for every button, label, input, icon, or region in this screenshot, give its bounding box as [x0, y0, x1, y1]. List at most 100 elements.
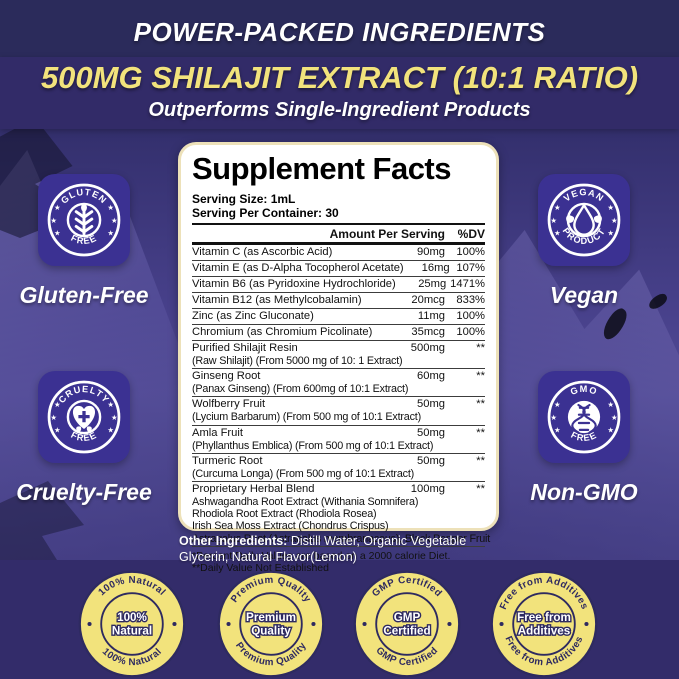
- ingredient-amount: 100mg: [410, 483, 445, 496]
- svg-text:★: ★: [554, 400, 561, 409]
- ingredient-dv: 100%: [456, 326, 485, 338]
- row-detail-line: Ashwagandha Root Extract (Withania Somni…: [192, 496, 419, 509]
- ingredient-name: Wolfberry Fruit: [192, 398, 266, 411]
- badge-emblem: CRUELTY FREE ★★★ ★★★: [47, 380, 121, 454]
- badge-emblem: GMO FREE ★★★ ★★★: [547, 380, 621, 454]
- other-ingredients-text: Distill Water, Organic Vegetable Glyceri…: [179, 534, 467, 564]
- svg-text:★: ★: [54, 229, 61, 238]
- table-row: Zinc (as Zinc Gluconate) 11mg 100%: [192, 309, 485, 325]
- row-detail-line: (Lycium Barbarum) (From 500 mg of 10:1 E…: [192, 411, 422, 424]
- svg-text:★: ★: [111, 216, 118, 225]
- ingredient-dv: 100%: [456, 310, 485, 322]
- ingredient-amount: 50mg: [417, 454, 445, 467]
- headline-text: 500MG SHILAJIT EXTRACT (10:1 RATIO): [40, 60, 639, 95]
- badge-emblem: GLUTEN FREE ★★★ ★★★: [47, 183, 121, 257]
- ingredient-dv: **: [476, 342, 485, 354]
- footnote-not-established: **Daily Value Not Established: [192, 562, 329, 575]
- column-dv: %DV: [457, 227, 485, 241]
- supplement-facts-panel: Supplement Facts Serving Size: 1mL Servi…: [178, 142, 499, 574]
- star-icons: ★ ★ ★ ★ ★ ★: [50, 203, 118, 238]
- ingredient-amount: 25mg: [418, 278, 447, 290]
- svg-text:★: ★: [50, 216, 57, 225]
- table-row: Proprietary Herbal Blend 100mg ** Ashwag…: [192, 482, 491, 547]
- ingredient-dv: 100%: [456, 246, 485, 258]
- table-row: Vitamin E (as D-Alpha Tocopherol Acetate…: [192, 261, 485, 277]
- svg-text:★: ★: [107, 426, 114, 435]
- svg-text:★: ★: [607, 426, 614, 435]
- seal-center-text: 100%: [117, 611, 147, 624]
- svg-text:FREE: FREE: [69, 430, 98, 443]
- ingredient-amount: 20mcg: [411, 294, 445, 306]
- badge-non-gmo: GMO FREE ★ ★ ★ ★ ★ ★ Non-GMO: [500, 371, 668, 506]
- row-detail-line: (Phyllanthus Emblica) (From 500 mg of 10…: [192, 439, 434, 452]
- seed-decoration: [598, 305, 632, 343]
- svg-text:★: ★: [107, 400, 114, 409]
- seal-premium-quality: Premium Quality Premium Quality Premium Q…: [215, 568, 327, 679]
- table-row: Purified Shilajit Resin 500mg ** (Raw Sh…: [192, 341, 485, 370]
- ingredient-details: (Curcuma Longa) (From 500 mg of 10:1 Ext…: [192, 468, 485, 480]
- svg-text:★: ★: [554, 229, 561, 238]
- table-row: Vitamin B6 (as Pyridoxine Hydrochloride)…: [192, 277, 485, 293]
- row-detail-line: (Raw Shilajit) (From 5000 mg of 10: 1 Ex…: [192, 355, 403, 367]
- svg-text:★: ★: [54, 400, 61, 409]
- heart-icon: [66, 399, 102, 435]
- star-icons: ★ ★ ★ ★ ★ ★: [50, 400, 118, 435]
- seal-emblem: 100% Natural 100% Natural 100%Natural: [78, 570, 186, 678]
- svg-text:★: ★: [554, 426, 561, 435]
- ingredient-name: Turmeric Root: [192, 454, 263, 467]
- ingredient-dv: **: [476, 398, 485, 411]
- svg-text:★: ★: [107, 203, 114, 212]
- subheadline-text: Outperforms Single-Ingredient Products: [148, 99, 531, 121]
- svg-text:★: ★: [607, 203, 614, 212]
- badge-label: Non-GMO: [530, 479, 638, 505]
- ingredient-amount: 60mg: [417, 370, 445, 383]
- top-band: [0, 0, 679, 57]
- ingredient-details: Ashwagandha Root Extract (Withania Somni…: [192, 496, 491, 545]
- seal-center-text: Free from: [517, 611, 571, 624]
- ingredient-name: Vitamin B12 (as Methylcobalamin): [192, 294, 362, 306]
- facts-table-header: Amount Per Serving %DV: [192, 225, 485, 245]
- svg-text:★: ★: [107, 229, 114, 238]
- seal-100-natural: 100% Natural 100% Natural 100% Natural: [76, 568, 188, 679]
- svg-text:★: ★: [607, 229, 614, 238]
- seal-center-text: GMP: [394, 611, 421, 624]
- ingredient-name: Vitamin C (as Ascorbic Acid): [192, 246, 333, 258]
- badge-label: Gluten-Free: [19, 282, 149, 308]
- table-row: Vitamin B12 (as Methylcobalamin) 20mcg 8…: [192, 293, 485, 309]
- table-row: Ginseng Root 60mg ** (Panax Ginseng) (Fr…: [192, 369, 485, 398]
- badge-cruelty-free: CRUELTY FREE ★ ★ ★ ★ ★ ★ Cruelty-Free: [0, 371, 168, 506]
- badge-vegan: VEGAN PRODUCT ★ ★ ★ ★ ★ ★ Vegan: [500, 174, 668, 309]
- ingredient-name: Amla Fruit: [192, 426, 243, 439]
- svg-text:★: ★: [550, 413, 557, 422]
- row-detail-line: Astragalus Root (Astragalus membranaceus…: [192, 532, 491, 545]
- svg-text:★: ★: [607, 400, 614, 409]
- badge-square-non-gmo: GMO FREE ★ ★ ★ ★ ★ ★: [538, 371, 630, 463]
- svg-text:★: ★: [611, 216, 618, 225]
- kicker-text: POWER-PACKED INGREDIENTS: [133, 17, 546, 47]
- servings-per-container: Serving Per Container: 30: [192, 206, 339, 220]
- svg-text:★: ★: [54, 203, 61, 212]
- ingredient-amount: 11mg: [417, 310, 445, 322]
- ingredient-name: Ginseng Root: [192, 370, 261, 383]
- svg-text:★: ★: [550, 216, 557, 225]
- row-detail-line: Irish Sea Moss Extract (Chondrus Crispus…: [192, 520, 389, 533]
- row-detail-line: (Panax Ginseng) (From 600mg of 10:1 Extr…: [192, 383, 409, 396]
- ingredient-amount: 35mcg: [411, 326, 445, 338]
- svg-text:★: ★: [554, 203, 561, 212]
- ingredient-details: (Phyllanthus Emblica) (From 500 mg of 10…: [192, 440, 485, 452]
- svg-text:★: ★: [50, 413, 57, 422]
- badge-square-gluten-free: GLUTEN FREE ★ ★ ★ ★ ★ ★: [38, 174, 130, 266]
- ingredient-amount: 90mg: [417, 246, 445, 258]
- badge-label: Vegan: [549, 282, 619, 308]
- ingredient-name: Purified Shilajit Resin: [192, 342, 298, 354]
- ingredient-dv: **: [476, 454, 485, 467]
- ingredient-dv: 1471%: [450, 278, 485, 290]
- ingredient-details: (Panax Ginseng) (From 600mg of 10:1 Extr…: [192, 383, 485, 395]
- ingredient-name: Proprietary Herbal Blend: [192, 483, 315, 496]
- ingredient-dv: 833%: [456, 294, 485, 306]
- svg-text:★: ★: [54, 426, 61, 435]
- badge-square-vegan: VEGAN PRODUCT ★ ★ ★ ★ ★ ★: [538, 174, 630, 266]
- badge-gluten-free: GLUTEN FREE ★ ★ ★ ★ ★ ★ Gluten-Free: [0, 174, 168, 309]
